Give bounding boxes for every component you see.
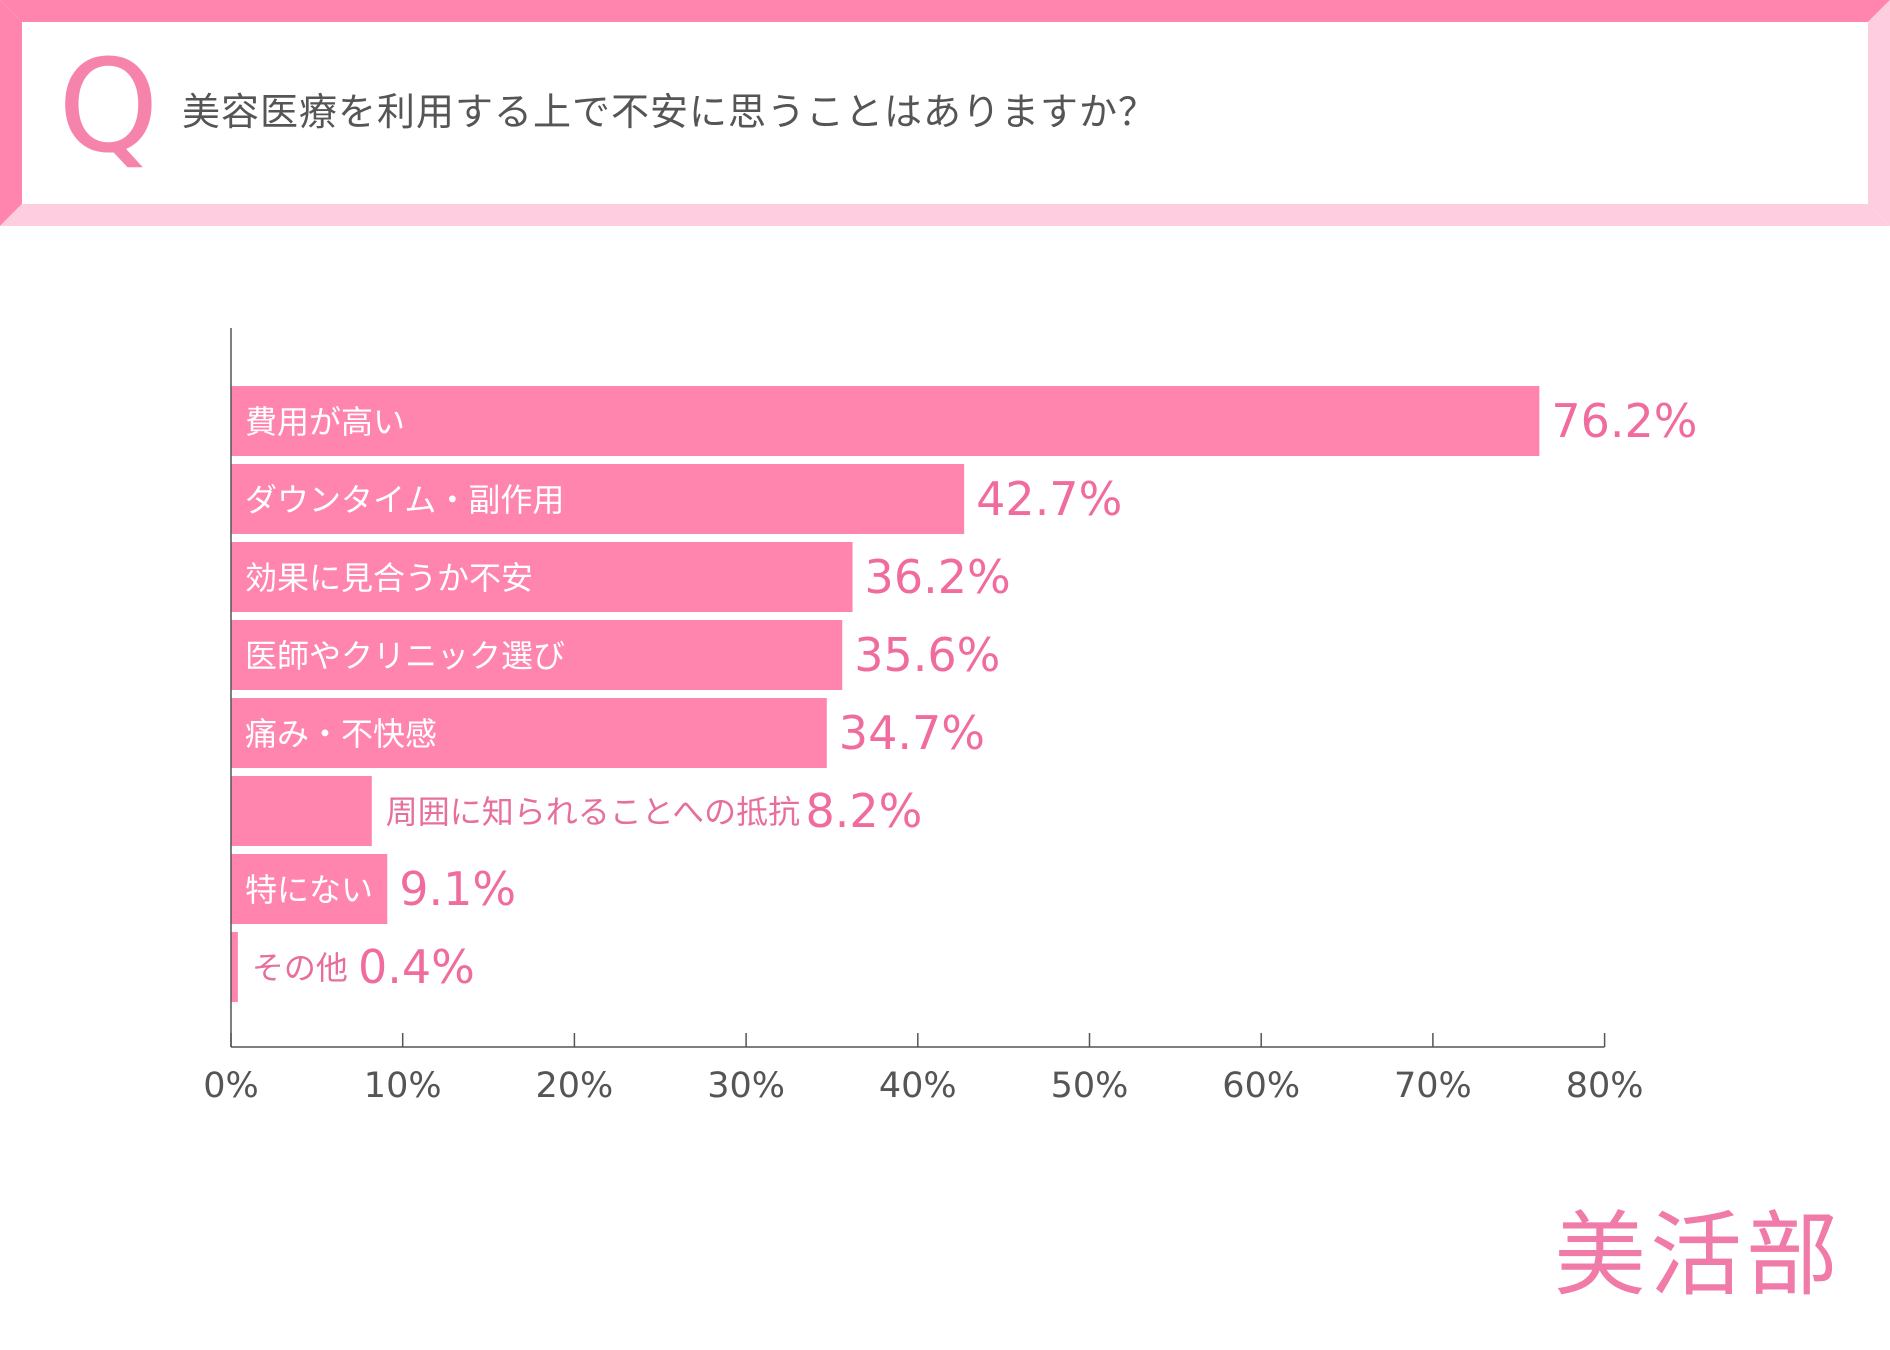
x-tick-label-3: 30%	[707, 1066, 785, 1106]
category-label-7: その他	[252, 949, 348, 987]
value-label-2: 36.2%	[865, 550, 1011, 604]
bars-group: 費用が高い 76.2% ダウンタイム・副作用 42.7% 効果に見合うか不安 36.2% 医…	[231, 386, 1697, 1002]
bar-7	[231, 932, 238, 1002]
x-tick-label-8: 80%	[1566, 1066, 1644, 1106]
x-tick-label-6: 60%	[1222, 1066, 1300, 1106]
value-label-6: 9.1%	[399, 862, 516, 916]
category-label-5: 周囲に知られることへの抵抗	[386, 793, 800, 831]
value-label-1: 42.7%	[976, 472, 1122, 526]
brand-logo: 美活部	[1553, 1202, 1842, 1309]
x-tick-label-1: 10%	[364, 1066, 442, 1106]
bar-4	[231, 698, 827, 768]
axes-group: 0% 10% 20% 30% 40% 50% 60% 70% 80%	[203, 328, 1643, 1106]
value-label-5: 8.2%	[805, 784, 922, 838]
value-label-4: 34.7%	[839, 706, 985, 760]
bar-1	[231, 464, 965, 534]
category-label-3: 医師やクリニック選び	[245, 637, 565, 675]
bar-3	[231, 620, 843, 690]
x-tick-label-2: 20%	[536, 1066, 614, 1106]
category-label-1: ダウンタイム・副作用	[245, 481, 564, 519]
q-mark: Q	[58, 33, 159, 182]
value-label-0: 76.2%	[1551, 394, 1697, 448]
category-label-6: 特にない	[245, 871, 373, 909]
bar-0	[231, 386, 1540, 456]
value-label-3: 35.6%	[854, 628, 1000, 682]
header-border	[0, 0, 1890, 226]
question-text: 美容医療を利用する上で不安に思うことはありますか？	[182, 90, 1158, 134]
category-label-2: 効果に見合うか不安	[245, 559, 533, 597]
x-tick-label-7: 70%	[1394, 1066, 1472, 1106]
x-tick-label-5: 50%	[1051, 1066, 1129, 1106]
question-header: Q 美容医療を利用する上で不安に思うことはありますか？	[0, 0, 1890, 228]
x-tick-label-4: 40%	[879, 1066, 957, 1106]
value-label-7: 0.4%	[358, 940, 475, 994]
x-tick-label-0: 0%	[203, 1066, 259, 1106]
bar-chart: 費用が高い 76.2% ダウンタイム・副作用 42.7% 効果に見合うか不安 36.2% 医…	[203, 328, 1697, 1106]
category-label-0: 費用が高い	[245, 403, 405, 441]
bar-6	[231, 854, 388, 924]
category-label-4: 痛み・不快感	[245, 715, 437, 753]
bar-2	[231, 542, 853, 612]
bar-5	[231, 776, 372, 846]
